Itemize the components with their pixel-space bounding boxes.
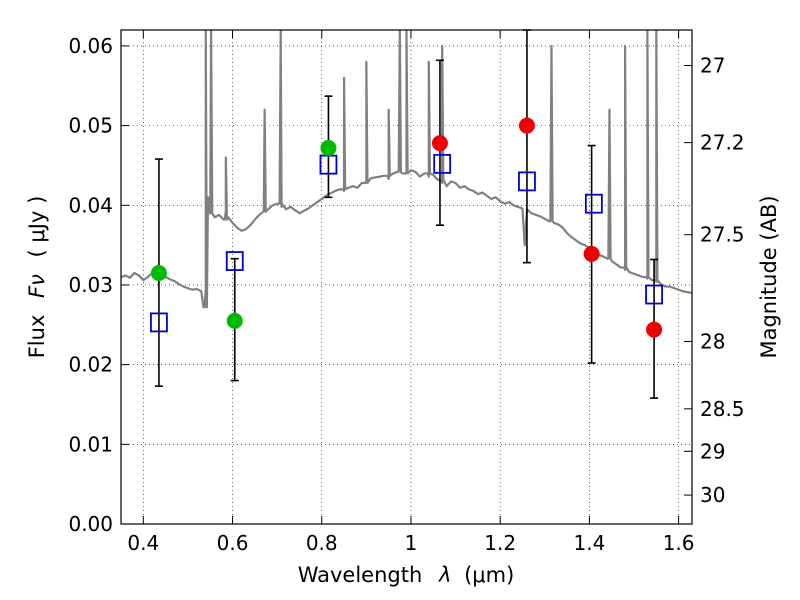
x-axis-label-main: Wavelength (298, 563, 423, 587)
model-square (518, 171, 536, 192)
model-square (225, 251, 244, 271)
x-tick-label: 0.8 (306, 531, 338, 555)
x-tick-label: 0.4 (127, 531, 159, 555)
y2-tick-label: 29 (700, 439, 725, 463)
model-square (150, 312, 168, 333)
y-tick-label: 0.06 (68, 34, 113, 58)
x-axis-label-unit: (μm) (464, 563, 514, 587)
y-tick-label: 0.03 (68, 273, 113, 297)
plot-frame (120, 29, 693, 525)
observed-point (646, 321, 663, 338)
x-axis-label: Wavelength λ (μm) (298, 563, 515, 587)
observed-point (150, 265, 167, 282)
y2-tick-label: 27.5 (700, 223, 745, 247)
y2-tick-label: 27.2 (700, 131, 745, 155)
x-tick-label: 0.6 (217, 531, 249, 555)
model-square (584, 193, 603, 214)
spectrum-line (121, 30, 692, 309)
x-axis-label-symbol: λ (438, 563, 451, 587)
y2-axis-label: Magnitude (AB) (757, 195, 781, 358)
observed-point (431, 135, 448, 152)
y-tick-label: 0.05 (68, 114, 113, 138)
y-axis-label-main: Flux (25, 315, 49, 359)
observed-point (583, 245, 600, 262)
y-axis-label-symbol: Fν (25, 274, 49, 298)
y-axis-label-unit: ( μJy ) (25, 196, 49, 258)
marker-layer (150, 117, 663, 338)
y-axis-label: Flux Fν ( μJy ) (25, 196, 49, 359)
x-tick-label: 1.4 (573, 531, 605, 555)
y-tick-label: 0.04 (68, 193, 113, 217)
y-tick-label: 0.01 (68, 432, 113, 456)
model-square (433, 153, 452, 174)
x-tick-label: 1.2 (484, 531, 516, 555)
y2-tick-label: 28.5 (700, 397, 745, 421)
y2-tick-label: 30 (700, 483, 725, 507)
model-square (645, 284, 663, 305)
observed-point (320, 139, 337, 156)
observed-point (518, 117, 535, 134)
x-tick-label: 1.6 (663, 531, 695, 555)
y2-tick-label: 28 (700, 329, 725, 353)
observed-point (226, 312, 243, 329)
y-tick-label: 0.02 (68, 353, 113, 377)
axes: 0.4 0.6 0.8 1 1.2 1.4 1.6 0.00 0.01 0.02 0.03 0.04 0… (68, 30, 745, 555)
spectrum-layer (121, 30, 692, 309)
y2-tick-label: 27 (700, 54, 725, 78)
y-tick-label: 0.00 (68, 512, 113, 536)
x-tick-label: 1 (405, 531, 418, 555)
